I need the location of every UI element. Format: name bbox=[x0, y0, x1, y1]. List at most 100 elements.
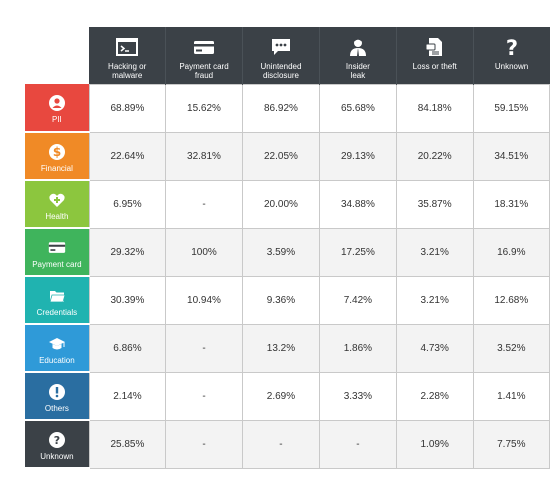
column-header: Insider leak bbox=[319, 27, 397, 84]
breach-type-table: Hacking or malware Payment card fraud Unin… bbox=[25, 27, 550, 469]
column-header: ? Unknown bbox=[473, 27, 550, 84]
data-cell: 15.62% bbox=[165, 83, 243, 133]
data-cell: 3.33% bbox=[319, 371, 397, 421]
table-row: Health 6.95% -20.00% 34.88% 35.87% 18.31% bbox=[25, 179, 550, 229]
data-cell: 65.68% bbox=[319, 83, 397, 133]
table-row: Payment card 29.32% 100% 3.59% 17.25% 3.21% 16… bbox=[25, 227, 550, 277]
column-header: Hacking or malware bbox=[89, 27, 167, 84]
column-header-label: Hacking or malware bbox=[108, 62, 147, 80]
column-header-label: Loss or theft bbox=[412, 62, 457, 71]
data-cell: 20.22% bbox=[395, 131, 474, 181]
column-header-label: Payment card fraud bbox=[179, 62, 229, 80]
table-row: Education 6.86% -13.2% 1.86% 4.73% 3.52% bbox=[25, 323, 550, 373]
data-cell: 86.92% bbox=[241, 83, 321, 133]
svg-text:?: ? bbox=[505, 37, 517, 57]
svg-text:?: ? bbox=[54, 434, 60, 447]
data-cell: 3.21% bbox=[395, 275, 474, 325]
data-cell: 2.14% bbox=[88, 371, 167, 421]
data-cell: 2.28% bbox=[395, 371, 474, 421]
data-cell: 1.09% bbox=[395, 419, 474, 469]
data-cell: 2.69% bbox=[241, 371, 321, 421]
column-header: Payment card fraud bbox=[165, 27, 243, 84]
data-cell: 34.88% bbox=[319, 179, 397, 229]
data-cell: 7.42% bbox=[319, 275, 397, 325]
row-header: ? Unknown bbox=[25, 420, 90, 469]
data-cell: 3.21% bbox=[395, 227, 474, 277]
data-cell: 20.00% bbox=[241, 179, 321, 229]
table-row: Credentials 30.39% 10.94% 9.36% 7.42% 3.21% 12… bbox=[25, 275, 550, 325]
data-cell: 35.87% bbox=[395, 179, 474, 229]
user-icon bbox=[48, 94, 66, 112]
data-cell: 22.05% bbox=[241, 131, 321, 181]
row-header: Others bbox=[25, 372, 90, 421]
question-circle-icon: ? bbox=[48, 431, 66, 449]
data-cell: 16.9% bbox=[472, 227, 550, 277]
data-cell: - bbox=[241, 419, 321, 469]
row-header-label: Unknown bbox=[40, 451, 74, 461]
data-cell: - bbox=[165, 371, 243, 421]
data-cell: 84.18% bbox=[395, 83, 474, 133]
data-cell: 7.75% bbox=[472, 419, 550, 469]
column-header: Unintended disclosure bbox=[242, 27, 321, 84]
row-header: $ Financial bbox=[25, 132, 90, 181]
data-cell: 3.59% bbox=[241, 227, 321, 277]
data-cell: 59.15% bbox=[472, 83, 550, 133]
data-cell: 29.13% bbox=[319, 131, 397, 181]
breach-table-container: Hacking or malware Payment card fraud Unin… bbox=[25, 27, 550, 469]
column-header: Loss or theft bbox=[396, 27, 474, 84]
terminal-icon bbox=[116, 37, 139, 57]
data-cell: 30.39% bbox=[88, 275, 167, 325]
data-cell: 25.85% bbox=[88, 419, 167, 469]
data-cell: - bbox=[165, 323, 243, 373]
data-cell: 13.2% bbox=[241, 323, 321, 373]
row-header: PII bbox=[25, 84, 90, 133]
table-row: ? Unknown 25.85% - - -1.09% 7.75% bbox=[25, 419, 550, 469]
row-header: Credentials bbox=[25, 276, 90, 325]
table-body: PII 68.89% 15.62% 86.92% 65.68% 84.18% 59.15% $… bbox=[25, 83, 550, 469]
heart-icon bbox=[48, 191, 66, 209]
data-cell: 68.89% bbox=[88, 83, 167, 133]
data-cell: 17.25% bbox=[319, 227, 397, 277]
graduation-cap-icon bbox=[48, 335, 66, 353]
data-cell: 12.68% bbox=[472, 275, 550, 325]
question-mark-icon: ? bbox=[501, 36, 523, 60]
data-cell: 10.94% bbox=[165, 275, 243, 325]
row-header: Payment card bbox=[25, 228, 90, 277]
column-header-label: Insider leak bbox=[345, 62, 370, 80]
folder-icon bbox=[48, 287, 66, 305]
data-cell: 1.41% bbox=[472, 371, 550, 421]
data-cell: - bbox=[165, 419, 243, 469]
data-cell: 9.36% bbox=[241, 275, 321, 325]
data-cell: 22.64% bbox=[88, 131, 167, 181]
data-cell: 4.73% bbox=[395, 323, 474, 373]
data-cell: 18.31% bbox=[472, 179, 550, 229]
corner-cell bbox=[25, 27, 90, 84]
data-cell: 6.86% bbox=[88, 323, 167, 373]
table-row: Others 2.14% -2.69% 3.33% 2.28% 1.41% bbox=[25, 371, 550, 421]
data-cell: 32.81% bbox=[165, 131, 243, 181]
data-cell: 34.51% bbox=[472, 131, 550, 181]
data-cell: 6.95% bbox=[88, 179, 167, 229]
data-cell: 100% bbox=[165, 227, 243, 277]
row-header: Education bbox=[25, 324, 90, 373]
row-header: Health bbox=[25, 180, 90, 229]
row-header-label: Others bbox=[44, 403, 69, 413]
credit-card-icon bbox=[193, 37, 215, 57]
column-header-row: Hacking or malware Payment card fraud Unin… bbox=[25, 27, 550, 84]
speech-bubble-icon bbox=[270, 37, 292, 57]
table-row: PII 68.89% 15.62% 86.92% 65.68% 84.18% 59.15% bbox=[25, 83, 550, 133]
row-header-label: Payment card bbox=[32, 259, 82, 269]
column-header-label: Unknown bbox=[494, 62, 529, 71]
row-header-label: Financial bbox=[40, 163, 73, 173]
exclamation-icon bbox=[48, 383, 66, 401]
document-icon bbox=[424, 37, 446, 57]
column-header-label: Unintended disclosure bbox=[260, 62, 302, 80]
row-header-label: Education bbox=[39, 355, 75, 365]
table-row: $ Financial 22.64% 32.81% 22.05% 29.13% 20.22%… bbox=[25, 131, 550, 181]
data-cell: - bbox=[319, 419, 397, 469]
row-header-label: Health bbox=[45, 211, 69, 221]
row-header-label: Credentials bbox=[36, 307, 78, 317]
data-cell: 3.52% bbox=[472, 323, 550, 373]
data-cell: - bbox=[165, 179, 243, 229]
insider-person-icon bbox=[347, 37, 369, 57]
